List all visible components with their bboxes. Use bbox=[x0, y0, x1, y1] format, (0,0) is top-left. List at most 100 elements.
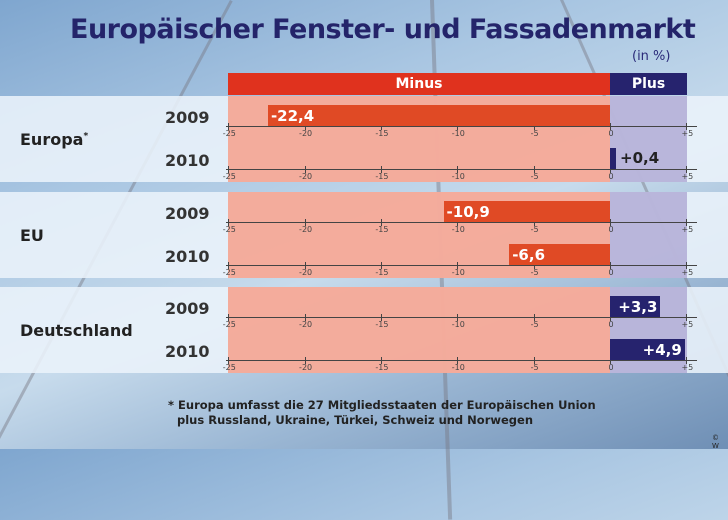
tick-label: +5 bbox=[681, 129, 694, 138]
tick-label: -20 bbox=[299, 172, 313, 181]
tick-label: -15 bbox=[375, 268, 389, 277]
axis-tick bbox=[380, 314, 382, 321]
axis-tick bbox=[304, 123, 306, 130]
tick-label: -10 bbox=[451, 268, 465, 277]
tick-label: -5 bbox=[530, 225, 539, 234]
x-axis bbox=[226, 360, 697, 361]
axis-tick bbox=[610, 166, 611, 173]
year-label: 2010 bbox=[165, 151, 210, 170]
tick-label: -25 bbox=[222, 268, 236, 277]
axis-tick bbox=[533, 219, 535, 226]
tick-label: -25 bbox=[222, 320, 236, 329]
region-label: Deutschland bbox=[20, 321, 133, 340]
tick-label: +5 bbox=[681, 268, 694, 277]
bar-positive: +3,3 bbox=[610, 296, 661, 317]
axis-tick bbox=[686, 357, 688, 364]
axis-tick bbox=[228, 219, 230, 226]
tick-label: +5 bbox=[681, 320, 694, 329]
axis-tick bbox=[686, 219, 688, 226]
tick-label: 0 bbox=[608, 129, 614, 138]
minus-zone bbox=[228, 287, 610, 373]
tick-label: -10 bbox=[451, 129, 465, 138]
tick-label: -15 bbox=[375, 129, 389, 138]
region-label: Europa* bbox=[20, 130, 89, 149]
axis-tick bbox=[228, 314, 230, 321]
tick-label: -20 bbox=[299, 320, 313, 329]
year-label: 2009 bbox=[165, 204, 210, 223]
axis-tick bbox=[380, 219, 382, 226]
tick-label: 0 bbox=[608, 363, 614, 372]
axis-tick bbox=[533, 166, 535, 173]
tick-label: -15 bbox=[375, 363, 389, 372]
bar-negative: -10,9 bbox=[443, 201, 610, 222]
tick-label: 0 bbox=[608, 172, 614, 181]
year-label: 2009 bbox=[165, 108, 210, 127]
axis-tick bbox=[533, 123, 535, 130]
tick-label: -5 bbox=[530, 363, 539, 372]
tick-label: -5 bbox=[530, 320, 539, 329]
axis-tick bbox=[380, 166, 382, 173]
bar-value-label: +0,4 bbox=[620, 149, 660, 167]
tick-label: -15 bbox=[375, 320, 389, 329]
axis-tick bbox=[380, 357, 382, 364]
year-label: 2010 bbox=[165, 342, 210, 361]
axis-tick bbox=[610, 123, 611, 130]
axis-tick bbox=[228, 357, 230, 364]
axis-tick bbox=[686, 262, 688, 269]
axis-tick bbox=[457, 166, 459, 173]
year-label: 2009 bbox=[165, 299, 210, 318]
axis-tick bbox=[533, 314, 535, 321]
axis-tick bbox=[457, 123, 459, 130]
axis-tick bbox=[457, 357, 459, 364]
x-axis bbox=[226, 169, 697, 170]
axis-tick bbox=[533, 357, 535, 364]
tick-label: -25 bbox=[222, 129, 236, 138]
axis-tick bbox=[304, 166, 306, 173]
tick-label: -10 bbox=[451, 172, 465, 181]
tick-label: -20 bbox=[299, 225, 313, 234]
axis-tick bbox=[228, 262, 230, 269]
axis-tick bbox=[228, 166, 230, 173]
tick-label: -10 bbox=[451, 225, 465, 234]
axis-tick bbox=[457, 314, 459, 321]
legend-plus: Plus bbox=[610, 73, 687, 95]
tick-label: -20 bbox=[299, 129, 313, 138]
axis-tick bbox=[457, 219, 459, 226]
tick-label: +5 bbox=[681, 363, 694, 372]
copyright: © W bbox=[712, 434, 719, 450]
axis-tick bbox=[533, 262, 535, 269]
axis-tick bbox=[686, 314, 688, 321]
tick-label: -10 bbox=[451, 320, 465, 329]
axis-tick bbox=[457, 262, 459, 269]
axis-tick bbox=[610, 262, 611, 269]
legend-minus: Minus bbox=[228, 73, 610, 95]
axis-tick bbox=[610, 314, 611, 321]
region-label: EU bbox=[20, 226, 44, 245]
bar-negative: -22,4 bbox=[267, 105, 610, 126]
tick-label: -15 bbox=[375, 225, 389, 234]
tick-label: -10 bbox=[451, 363, 465, 372]
tick-label: 0 bbox=[608, 320, 614, 329]
footnote: * Europa umfasst die 27 Mitgliedsstaaten… bbox=[168, 398, 596, 428]
bar-positive bbox=[610, 148, 617, 169]
chart-title: Europäischer Fenster- und Fassadenmarkt bbox=[70, 14, 696, 45]
tick-label: -5 bbox=[530, 172, 539, 181]
axis-tick bbox=[304, 219, 306, 226]
tick-label: -20 bbox=[299, 363, 313, 372]
year-label: 2010 bbox=[165, 247, 210, 266]
axis-tick bbox=[228, 123, 230, 130]
tick-label: -5 bbox=[530, 268, 539, 277]
plus-zone bbox=[610, 192, 687, 278]
tick-label: +5 bbox=[681, 172, 694, 181]
footnote-mark: * bbox=[83, 131, 89, 142]
footnote-mark: * bbox=[168, 398, 175, 412]
bar-negative: -6,6 bbox=[509, 244, 610, 265]
axis-tick bbox=[304, 314, 306, 321]
tick-label: 0 bbox=[608, 225, 614, 234]
tick-label: -25 bbox=[222, 172, 236, 181]
axis-tick bbox=[380, 262, 382, 269]
footnote-line1: Europa umfasst die 27 Mitgliedsstaaten d… bbox=[178, 398, 596, 412]
axis-tick bbox=[610, 219, 611, 226]
bar-positive: +4,9 bbox=[610, 339, 685, 360]
axis-tick bbox=[304, 357, 306, 364]
